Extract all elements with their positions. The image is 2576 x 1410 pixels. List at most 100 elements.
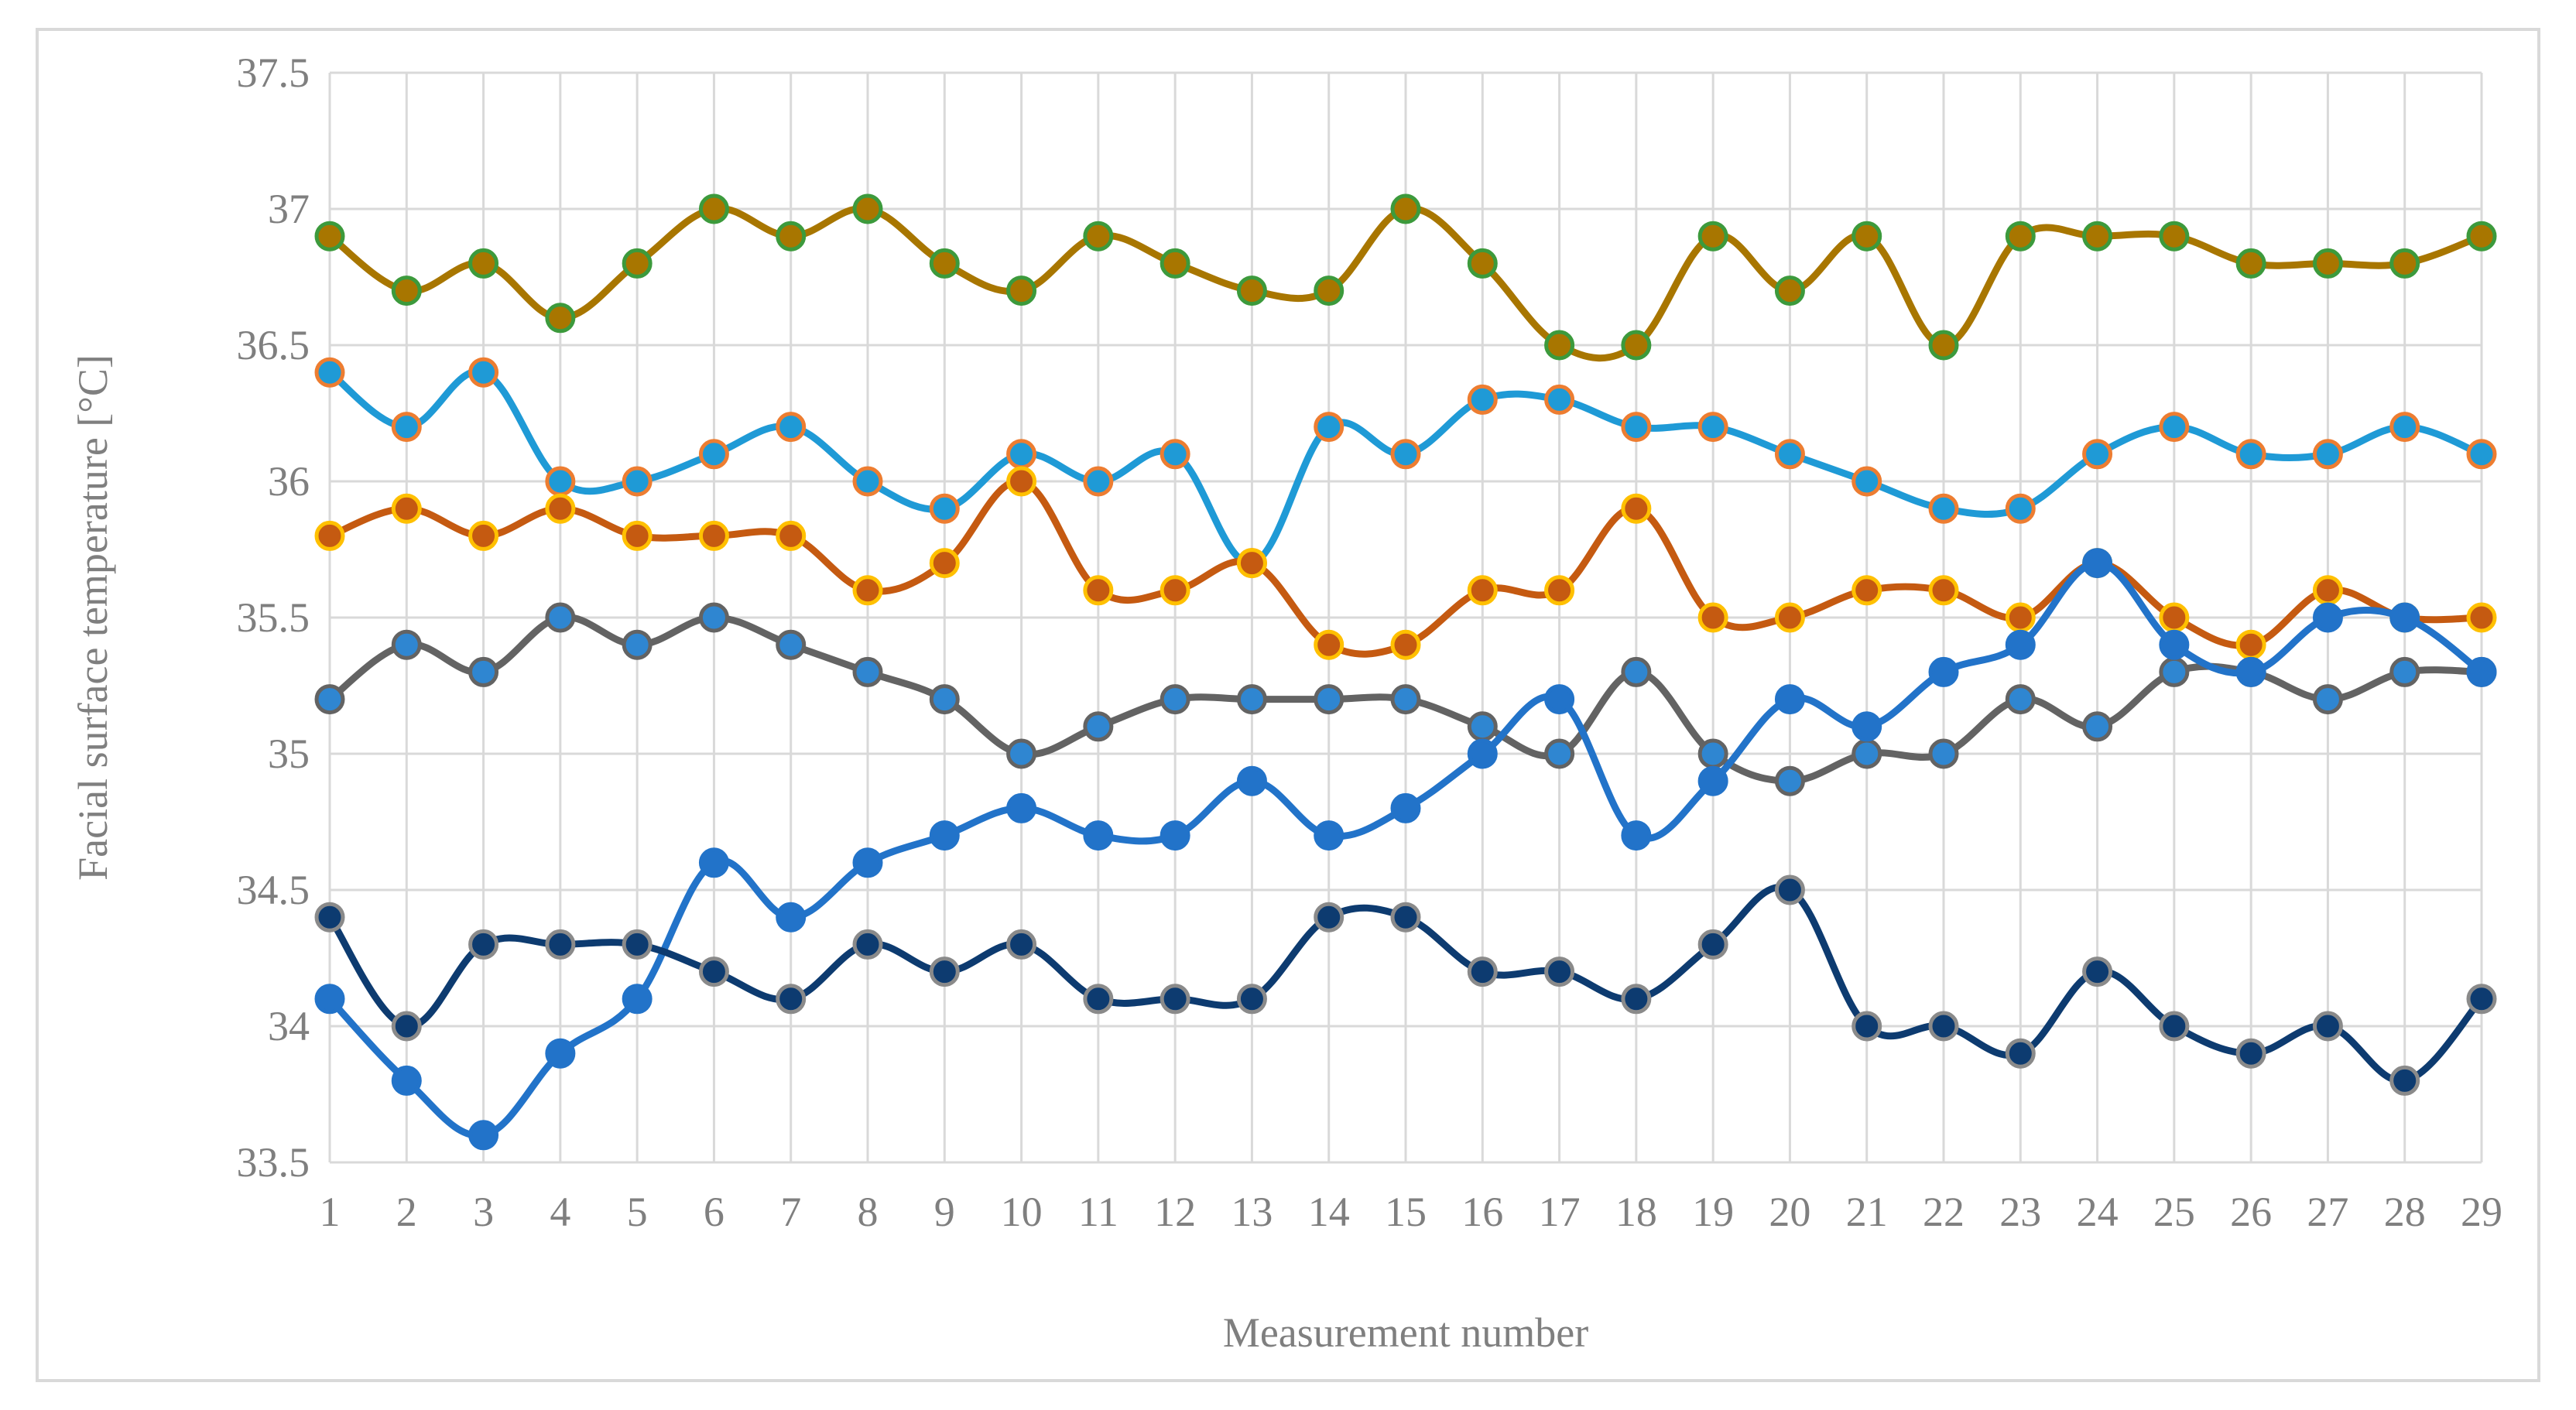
y-tick-label: 35.5: [237, 594, 310, 641]
data-point: [698, 847, 729, 878]
data-point: [2312, 602, 2343, 633]
data-point: [1774, 275, 1805, 306]
data-point: [545, 303, 576, 334]
data-point: [1314, 629, 1345, 660]
series-1: [314, 193, 2497, 362]
x-tick-label: 5: [627, 1189, 648, 1235]
x-tick-label: 16: [1461, 1189, 1503, 1235]
data-point: [314, 357, 345, 388]
data-point: [391, 1011, 422, 1042]
data-point: [929, 493, 960, 524]
x-tick-label: 2: [396, 1189, 417, 1235]
data-point: [1006, 792, 1037, 823]
x-tick-label: 11: [1078, 1189, 1118, 1235]
data-point: [1314, 412, 1345, 443]
data-point: [1160, 820, 1190, 851]
x-tick-label: 25: [2153, 1189, 2195, 1235]
data-point: [1621, 656, 1652, 687]
data-point: [314, 684, 345, 715]
x-tick-label: 19: [1692, 1189, 1734, 1235]
data-point: [2005, 493, 2036, 524]
data-point: [1467, 248, 1498, 279]
data-point: [2159, 221, 2190, 252]
data-point: [545, 602, 576, 633]
data-point: [1544, 384, 1575, 415]
data-point: [852, 656, 883, 687]
x-tick-label: 24: [2077, 1189, 2119, 1235]
data-point: [1621, 820, 1652, 851]
data-point: [1467, 384, 1498, 415]
data-point: [698, 439, 729, 470]
x-axis-label: Measurement number: [1223, 1309, 1588, 1356]
data-point: [1774, 684, 1805, 715]
data-point: [2389, 248, 2420, 279]
x-tick-label: 23: [1999, 1189, 2041, 1235]
data-point: [1236, 984, 1267, 1015]
data-point: [1621, 330, 1652, 361]
data-point: [1314, 275, 1345, 306]
x-tick-label: 17: [1539, 1189, 1581, 1235]
data-point: [2466, 602, 2497, 633]
y-tick-label: 35: [268, 731, 310, 777]
data-point: [1544, 684, 1575, 715]
data-point: [2005, 602, 2036, 633]
data-point: [852, 466, 883, 497]
data-point: [2082, 439, 2113, 470]
y-tick-label: 37: [268, 186, 310, 232]
series-5: [314, 548, 2497, 1151]
series-group: [314, 193, 2497, 1151]
data-point: [1467, 957, 1498, 987]
data-point: [1467, 738, 1498, 769]
data-point: [391, 275, 422, 306]
data-point: [852, 929, 883, 960]
data-point: [1928, 330, 1959, 361]
data-point: [929, 248, 960, 279]
data-point: [929, 957, 960, 987]
data-point: [391, 493, 422, 524]
data-point: [1544, 738, 1575, 769]
data-point: [852, 193, 883, 224]
x-tick-label: 22: [1923, 1189, 1965, 1235]
data-point: [1314, 820, 1345, 851]
data-point: [1314, 902, 1345, 933]
data-point: [776, 221, 807, 252]
data-point: [1390, 792, 1421, 823]
x-tick-label: 21: [1846, 1189, 1888, 1235]
x-tick-label: 26: [2230, 1189, 2272, 1235]
data-point: [1160, 575, 1190, 606]
data-point: [1928, 738, 1959, 769]
data-point: [468, 248, 499, 279]
data-point: [622, 520, 653, 551]
data-point: [2235, 656, 2266, 687]
data-point: [314, 520, 345, 551]
data-point: [2312, 1011, 2343, 1042]
x-tick-label: 4: [550, 1189, 570, 1235]
y-tick-label: 33.5: [237, 1139, 310, 1186]
data-point: [622, 984, 653, 1015]
data-point: [1160, 984, 1190, 1015]
data-point: [2159, 1011, 2190, 1042]
data-point: [698, 957, 729, 987]
y-tick-label: 34: [268, 1003, 310, 1049]
data-point: [698, 520, 729, 551]
data-point: [391, 629, 422, 660]
x-tick-label: 13: [1231, 1189, 1273, 1235]
y-axis-ticks: 33.5 34 34.5 35 35.5 36 36.5 37 37.5: [237, 50, 310, 1186]
data-point: [2159, 656, 2190, 687]
data-point: [1467, 711, 1498, 742]
data-point: [1236, 275, 1267, 306]
data-point: [776, 984, 807, 1015]
x-tick-label: 15: [1385, 1189, 1427, 1235]
data-point: [2389, 1065, 2420, 1096]
data-point: [1006, 738, 1037, 769]
data-point: [1852, 711, 1882, 742]
data-point: [1544, 957, 1575, 987]
data-point: [1852, 466, 1882, 497]
data-point: [1544, 330, 1575, 361]
data-point: [2312, 439, 2343, 470]
chart-frame: 33.5 34 34.5 35 35.5 36 36.5 37 37.5 1 2 3 4 5 6 7 8 9 10…: [36, 28, 2540, 1382]
data-point: [1928, 575, 1959, 606]
x-tick-label: 6: [704, 1189, 724, 1235]
data-point: [1083, 221, 1114, 252]
